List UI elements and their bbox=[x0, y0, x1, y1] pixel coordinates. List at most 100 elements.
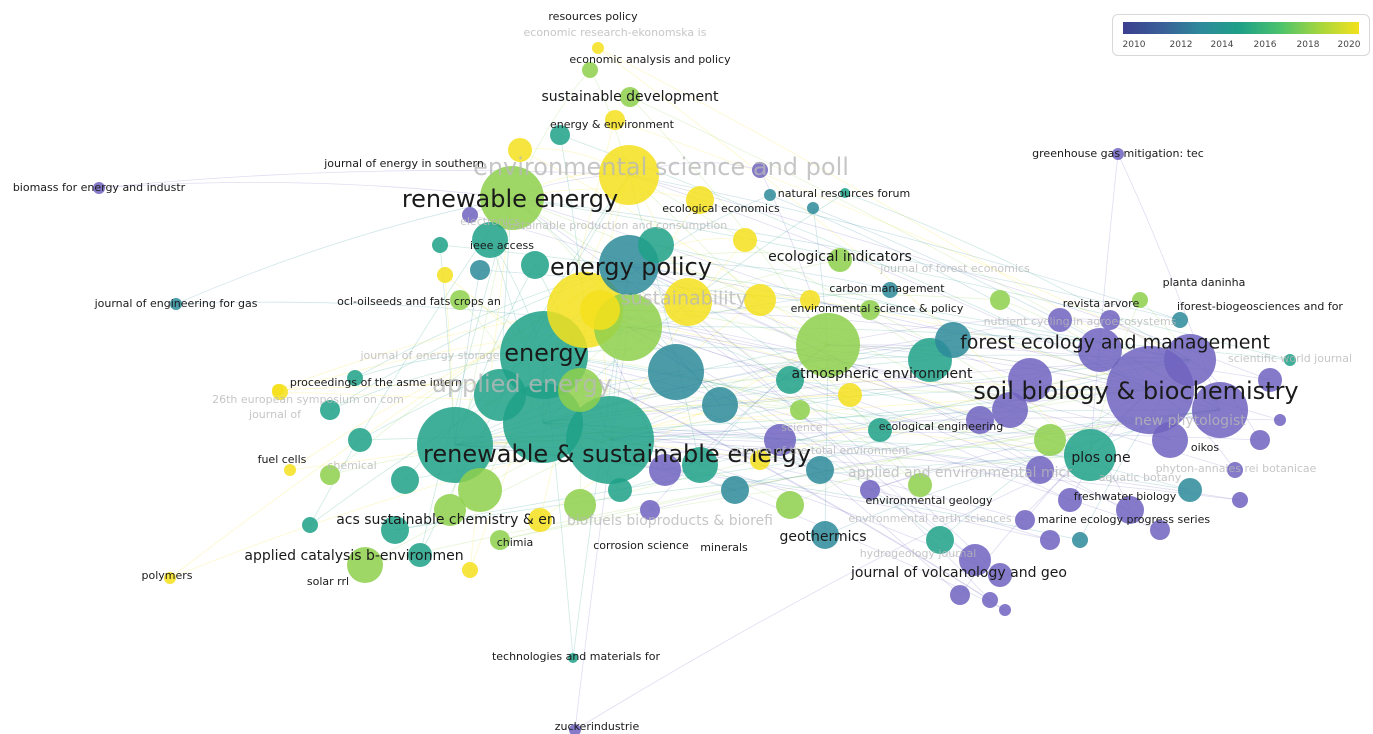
journal-label[interactable]: sustainable development bbox=[541, 89, 719, 105]
journal-label[interactable]: resources policy bbox=[548, 10, 638, 23]
journal-node[interactable] bbox=[935, 322, 971, 358]
journal-node[interactable] bbox=[800, 290, 820, 310]
journal-label[interactable]: iforest-biogeosciences and for bbox=[1177, 300, 1343, 313]
journal-node[interactable] bbox=[284, 464, 296, 476]
journal-label[interactable]: journal of engineering for gas bbox=[94, 297, 258, 310]
journal-label[interactable]: science bbox=[781, 421, 823, 434]
journal-node[interactable] bbox=[959, 544, 991, 576]
journal-node[interactable] bbox=[462, 562, 478, 578]
journal-node[interactable] bbox=[790, 400, 810, 420]
journal-node[interactable] bbox=[1284, 354, 1296, 366]
journal-node[interactable] bbox=[320, 400, 340, 420]
journal-node[interactable] bbox=[437, 267, 453, 283]
journal-label[interactable]: forest ecology and management bbox=[960, 332, 1270, 354]
journal-node[interactable] bbox=[764, 424, 796, 456]
journal-node[interactable] bbox=[580, 290, 620, 330]
journal-node[interactable] bbox=[434, 494, 466, 526]
journal-node[interactable] bbox=[381, 516, 409, 544]
journal-node[interactable] bbox=[860, 480, 880, 500]
journal-node[interactable] bbox=[721, 476, 749, 504]
journal-node[interactable] bbox=[811, 521, 839, 549]
journal-node[interactable] bbox=[164, 572, 176, 584]
journal-label[interactable]: economic research-ekonomska is bbox=[524, 26, 707, 39]
journal-label[interactable]: sustainable production and consumption bbox=[503, 219, 728, 232]
journal-node[interactable] bbox=[999, 604, 1011, 616]
journal-node[interactable] bbox=[1250, 430, 1270, 450]
journal-node[interactable] bbox=[564, 489, 596, 521]
journal-node[interactable] bbox=[474, 369, 526, 421]
journal-label[interactable]: natural resources forum bbox=[778, 187, 910, 200]
journal-node[interactable] bbox=[599, 145, 659, 205]
journal-label[interactable]: applied catalysis b-environmen bbox=[244, 548, 463, 564]
journal-label[interactable]: technologies and materials for bbox=[492, 650, 661, 663]
journal-node[interactable] bbox=[272, 384, 284, 396]
journal-node[interactable] bbox=[908, 473, 932, 497]
journal-label[interactable]: ecological engineering bbox=[879, 420, 1004, 433]
journal-label[interactable]: scientific world journal bbox=[1228, 352, 1352, 365]
journal-node[interactable] bbox=[1152, 422, 1188, 458]
journal-label[interactable]: ieee access bbox=[470, 239, 534, 252]
journal-node[interactable] bbox=[648, 344, 704, 400]
journal-node[interactable] bbox=[1058, 488, 1082, 512]
journal-node[interactable] bbox=[391, 466, 419, 494]
journal-label[interactable]: nutrient cycling in agroecosystems bbox=[984, 315, 1177, 328]
journal-label[interactable]: energy & environment bbox=[550, 118, 675, 131]
journal-node[interactable] bbox=[733, 228, 757, 252]
journal-node[interactable] bbox=[605, 110, 625, 130]
journal-label[interactable]: renewable energy bbox=[402, 185, 618, 213]
journal-label[interactable]: acs sustainable chemistry & en bbox=[336, 512, 556, 528]
journal-node[interactable] bbox=[568, 653, 578, 663]
journal-label[interactable]: new phytologist bbox=[1134, 413, 1246, 429]
journal-node[interactable] bbox=[93, 182, 105, 194]
journal-node[interactable] bbox=[796, 313, 860, 377]
journal-label[interactable]: hydrogeology journal bbox=[860, 547, 977, 560]
journal-node[interactable] bbox=[752, 162, 768, 178]
journal-node[interactable] bbox=[806, 456, 834, 484]
journal-label[interactable]: journal of bbox=[248, 408, 302, 421]
journal-node[interactable] bbox=[776, 366, 804, 394]
journal-node[interactable] bbox=[490, 530, 510, 550]
journal-node[interactable] bbox=[620, 87, 640, 107]
journal-node[interactable] bbox=[1172, 312, 1188, 328]
journal-node[interactable] bbox=[1048, 308, 1072, 332]
journal-label[interactable]: biomass for energy and industr bbox=[13, 181, 186, 194]
journal-label[interactable]: journal of volcanology and geo bbox=[850, 565, 1067, 581]
journal-node[interactable] bbox=[1274, 414, 1286, 426]
journal-label[interactable]: polymers bbox=[141, 569, 192, 582]
journal-node[interactable] bbox=[838, 383, 862, 407]
journal-node[interactable] bbox=[868, 418, 892, 442]
journal-node[interactable] bbox=[1072, 532, 1088, 548]
journal-label[interactable]: planta daninha bbox=[1163, 276, 1246, 289]
journal-label[interactable]: proceedings of the asme intern bbox=[290, 376, 462, 389]
journal-node[interactable] bbox=[776, 491, 804, 519]
journal-node[interactable] bbox=[1258, 368, 1282, 392]
journal-node[interactable] bbox=[807, 202, 819, 214]
journal-node[interactable] bbox=[992, 392, 1028, 428]
journal-label[interactable]: marine ecology progress series bbox=[1038, 513, 1210, 526]
journal-label[interactable]: atmospheric environment bbox=[792, 366, 973, 382]
journal-node[interactable] bbox=[521, 251, 549, 279]
journal-label[interactable]: plos one bbox=[1071, 450, 1130, 466]
journal-label[interactable]: renewable & sustainable energy bbox=[423, 440, 811, 468]
journal-label[interactable]: oikos bbox=[1191, 441, 1219, 454]
journal-label[interactable]: science of the total environment bbox=[730, 444, 910, 457]
journal-node[interactable] bbox=[1227, 462, 1243, 478]
journal-node[interactable] bbox=[982, 592, 998, 608]
journal-label[interactable]: phyton-annales rei botanicae bbox=[1156, 462, 1317, 475]
journal-node[interactable] bbox=[640, 500, 660, 520]
journal-node[interactable] bbox=[664, 278, 712, 326]
journal-node[interactable] bbox=[950, 585, 970, 605]
journal-node[interactable] bbox=[1040, 530, 1060, 550]
journal-node[interactable] bbox=[882, 282, 898, 298]
journal-label[interactable]: 26th european symposium on com bbox=[212, 393, 404, 406]
journal-node[interactable] bbox=[926, 526, 954, 554]
journal-label[interactable]: freshwater biology bbox=[1074, 490, 1177, 503]
journal-node[interactable] bbox=[592, 42, 604, 54]
journal-node[interactable] bbox=[686, 186, 714, 214]
journal-node[interactable] bbox=[682, 447, 718, 483]
journal-label[interactable]: minerals bbox=[700, 541, 748, 554]
journal-label[interactable]: journal of energy in southern bbox=[323, 157, 484, 170]
journal-node[interactable] bbox=[1078, 328, 1122, 372]
journal-node[interactable] bbox=[840, 188, 850, 198]
journal-node[interactable] bbox=[432, 237, 448, 253]
